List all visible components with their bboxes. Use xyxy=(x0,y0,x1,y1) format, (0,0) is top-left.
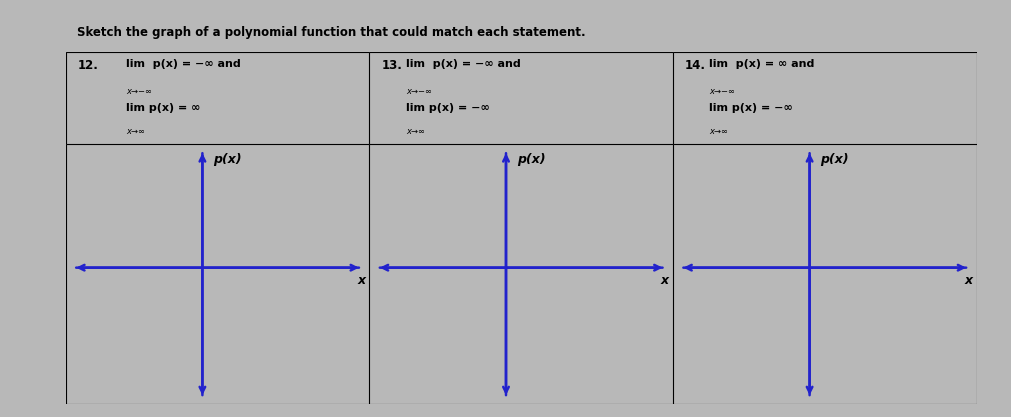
Text: x: x xyxy=(660,274,668,287)
Text: x: x xyxy=(357,274,365,287)
Text: lim  p(x) = ∞ and: lim p(x) = ∞ and xyxy=(709,60,814,70)
Bar xyxy=(66,144,369,404)
Text: x→∞: x→∞ xyxy=(709,127,728,136)
Text: lim p(x) = −∞: lim p(x) = −∞ xyxy=(405,103,489,113)
Text: x: x xyxy=(963,274,972,287)
Bar xyxy=(369,144,672,404)
Text: 14.: 14. xyxy=(684,60,706,73)
Text: p(x): p(x) xyxy=(212,153,242,166)
Text: x→−∞: x→−∞ xyxy=(126,87,153,96)
Text: p(x): p(x) xyxy=(820,153,848,166)
Text: Sketch the graph of a polynomial function that could match each statement.: Sketch the graph of a polynomial functio… xyxy=(77,26,584,39)
Text: lim p(x) = −∞: lim p(x) = −∞ xyxy=(709,103,793,113)
Text: lim  p(x) = −∞ and: lim p(x) = −∞ and xyxy=(405,60,520,70)
Text: p(x): p(x) xyxy=(517,153,545,166)
Text: x→∞: x→∞ xyxy=(126,127,146,136)
Text: lim p(x) = ∞: lim p(x) = ∞ xyxy=(126,103,200,113)
Bar xyxy=(672,144,976,404)
Text: 12.: 12. xyxy=(78,60,99,73)
Text: x→−∞: x→−∞ xyxy=(405,87,432,96)
Text: x→∞: x→∞ xyxy=(405,127,425,136)
Text: x→−∞: x→−∞ xyxy=(709,87,735,96)
Text: 13.: 13. xyxy=(381,60,402,73)
Text: lim  p(x) = −∞ and: lim p(x) = −∞ and xyxy=(126,60,241,70)
